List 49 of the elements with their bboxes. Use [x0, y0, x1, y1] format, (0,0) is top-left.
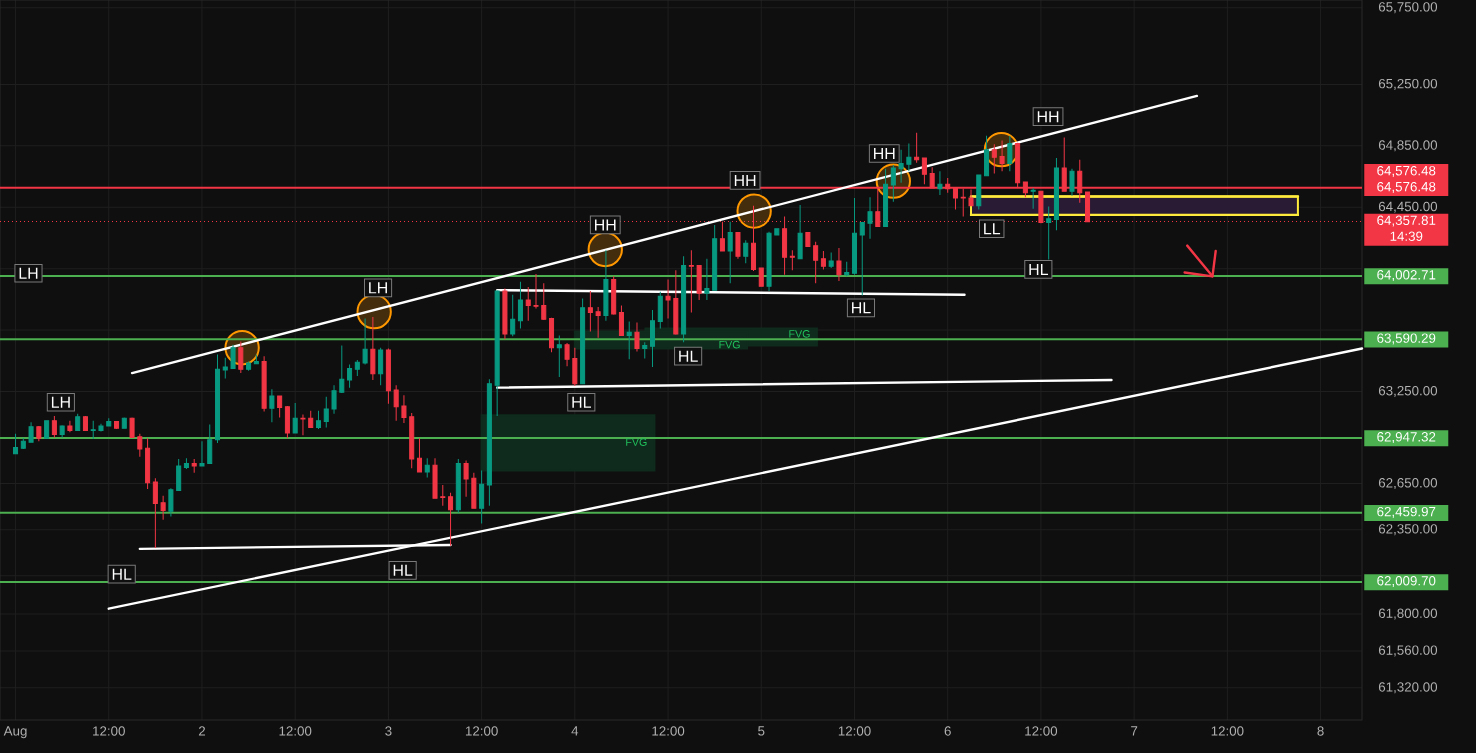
x-tick-label: Aug — [3, 726, 27, 739]
x-tick-label: 8 — [1317, 726, 1324, 736]
y-tick-label: 62,350.00 — [1378, 524, 1438, 536]
annotation: LH — [51, 396, 70, 408]
x-tick-label: 12:00 — [838, 726, 871, 736]
annotation: HH — [734, 174, 756, 186]
x-tick-label: 12:00 — [465, 726, 498, 736]
x-tick-label: 12:00 — [1211, 726, 1244, 736]
annotation: HH — [1037, 111, 1059, 123]
ref-line-label: 62,009.70 — [1377, 576, 1436, 588]
ref-line-label: 62,947.32 — [1377, 432, 1436, 444]
annotation: HL — [112, 568, 132, 580]
x-tick-label: 12:00 — [652, 726, 685, 736]
ref-line-label: 62,459.97 — [1377, 506, 1436, 518]
annotation: LH — [19, 267, 38, 279]
annotation: HL — [852, 302, 871, 314]
x-tick-label: 12:00 — [279, 726, 312, 736]
x-tick-label: 12:00 — [93, 726, 125, 736]
x-tick-label: 7 — [1131, 726, 1138, 736]
x-tick-label: 12:00 — [1025, 726, 1058, 736]
x-tick-label: 4 — [571, 726, 579, 736]
x-tick-label: 5 — [758, 726, 765, 736]
ref-line-label: 64,002.71 — [1377, 270, 1436, 282]
y-tick-label: 65,250.00 — [1378, 78, 1438, 90]
annotation: LH — [369, 282, 387, 294]
x-tick-label: 2 — [198, 726, 206, 736]
ref-line-label: 63,590.29 — [1377, 333, 1436, 345]
annotation: LL — [984, 223, 1001, 235]
annotation: HL — [393, 564, 413, 576]
ref-line-label: 64,576.48 64,576.48 — [1377, 165, 1436, 194]
annotation: HL — [1029, 263, 1049, 275]
y-tick-label: 62,650.00 — [1378, 478, 1438, 490]
annotation: HL — [572, 396, 591, 408]
y-tick-label: 61,560.00 — [1378, 645, 1438, 657]
annotation: FVG — [719, 340, 740, 349]
annotation: FVG — [626, 438, 647, 446]
x-tick-label: 6 — [944, 726, 951, 736]
annotation: HH — [595, 219, 616, 231]
annotation: FVG — [789, 330, 810, 338]
annotation: HL — [679, 350, 698, 362]
ref-line-label: 64,357.81 14:39 — [1377, 215, 1436, 241]
annotation: HH — [874, 148, 895, 160]
y-tick-label: 61,320.00 — [1378, 682, 1438, 694]
y-tick-label: 61,800.00 — [1378, 608, 1438, 620]
y-tick-label: 64,850.00 — [1378, 140, 1438, 152]
y-tick-label: 63,250.00 — [1378, 385, 1438, 397]
y-tick-label: 65,750.00 — [1378, 2, 1438, 14]
y-tick-label: 64,450.00 — [1378, 201, 1438, 213]
x-tick-label: 3 — [385, 726, 392, 736]
